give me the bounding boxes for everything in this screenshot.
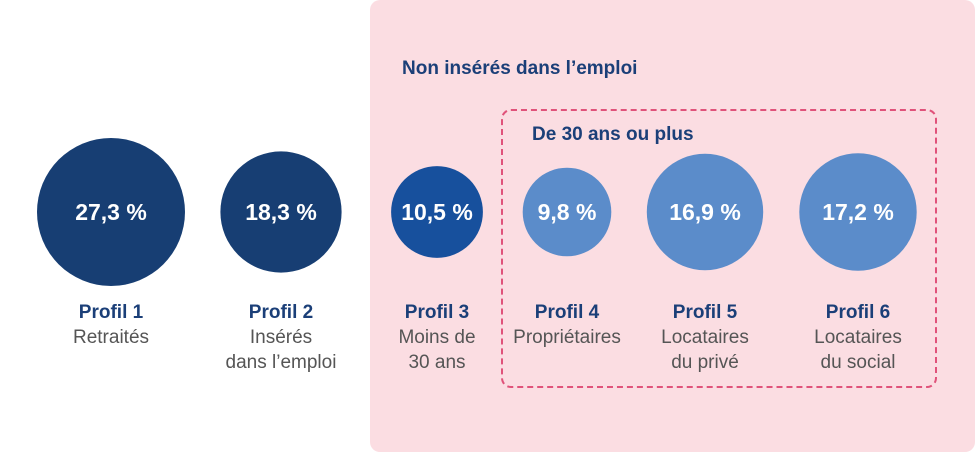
profile-desc-3-line-2: 30 ans <box>408 352 465 373</box>
profile-desc-6-line-1: Locataires <box>814 327 902 348</box>
profile-desc-5-line-2: du privé <box>671 352 739 373</box>
profile-name-1: Profil 1 <box>79 302 144 323</box>
profile-name-3: Profil 3 <box>405 302 469 323</box>
value-label-profil-3: 10,5 % <box>401 199 473 225</box>
profile-name-4: Profil 4 <box>535 302 600 323</box>
panel-title: Non insérés dans l’emploi <box>402 58 638 79</box>
profile-desc-5-line-1: Locataires <box>661 327 749 348</box>
bubble-profil-2 <box>220 151 342 273</box>
profile-desc-6-line-2: du social <box>821 352 896 373</box>
bubble-profil-5 <box>646 153 764 271</box>
age-30-plus-group <box>501 109 937 388</box>
profile-desc-2-line-1: Insérés <box>250 327 312 348</box>
value-label-profil-6: 17,2 % <box>822 199 894 225</box>
profile-desc-4-line-1: Propriétaires <box>513 327 621 348</box>
bubble-profil-3 <box>391 166 483 258</box>
bubble-profil-4 <box>522 167 612 257</box>
profile-name-6: Profil 6 <box>826 302 890 323</box>
profile-desc-1-line-1: Retraités <box>73 327 149 348</box>
bubble-profil-1 <box>37 138 185 286</box>
value-label-profil-4: 9,8 % <box>538 199 597 225</box>
bubble-profil-6 <box>799 153 917 271</box>
profile-name-5: Profil 5 <box>673 302 738 323</box>
value-label-profil-5: 16,9 % <box>669 199 741 225</box>
profile-desc-3-line-1: Moins de <box>398 327 475 348</box>
value-label-profil-1: 27,3 % <box>75 199 147 225</box>
value-label-profil-2: 18,3 % <box>245 199 317 225</box>
subgroup-title: De 30 ans ou plus <box>532 124 694 145</box>
profile-name-2: Profil 2 <box>249 302 313 323</box>
profile-desc-2-line-2: dans l’emploi <box>226 352 337 373</box>
